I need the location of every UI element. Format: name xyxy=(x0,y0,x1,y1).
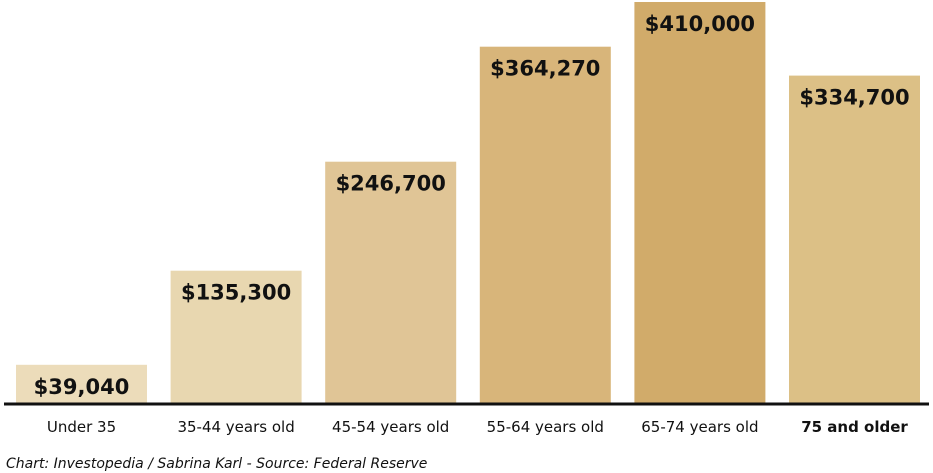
value-labels-group: $39,040 $135,300 $246,700 $364,270 $410,000 $… xyxy=(34,12,910,399)
bar-value-label: $39,040 xyxy=(34,375,130,399)
category-labels-group: Under 35 35-44 years old 45-54 years old 55… xyxy=(47,418,909,436)
category-label: 35-44 years old xyxy=(177,418,294,436)
bar-2 xyxy=(170,270,302,403)
category-label: 65-74 years old xyxy=(641,418,758,436)
bar-value-label: $135,300 xyxy=(181,281,291,305)
chart-credit: Chart: Investopedia / Sabrina Karl - Sou… xyxy=(6,456,427,472)
category-label: Under 35 xyxy=(47,418,116,436)
bars-group xyxy=(16,2,920,403)
bar-3 xyxy=(325,161,457,403)
bar-value-label: $246,700 xyxy=(336,172,446,196)
bar-1 xyxy=(16,364,147,403)
bar-value-label: $364,270 xyxy=(490,57,600,81)
bar-value-label: $334,700 xyxy=(799,86,909,110)
category-label: 75 and older xyxy=(801,418,908,436)
category-label: 55-64 years old xyxy=(487,418,604,436)
bar-5 xyxy=(634,2,766,403)
bar-6 xyxy=(789,75,920,403)
bar-value-label: $410,000 xyxy=(645,12,755,36)
category-label: 45-54 years old xyxy=(332,418,449,436)
bar-4 xyxy=(479,46,611,403)
